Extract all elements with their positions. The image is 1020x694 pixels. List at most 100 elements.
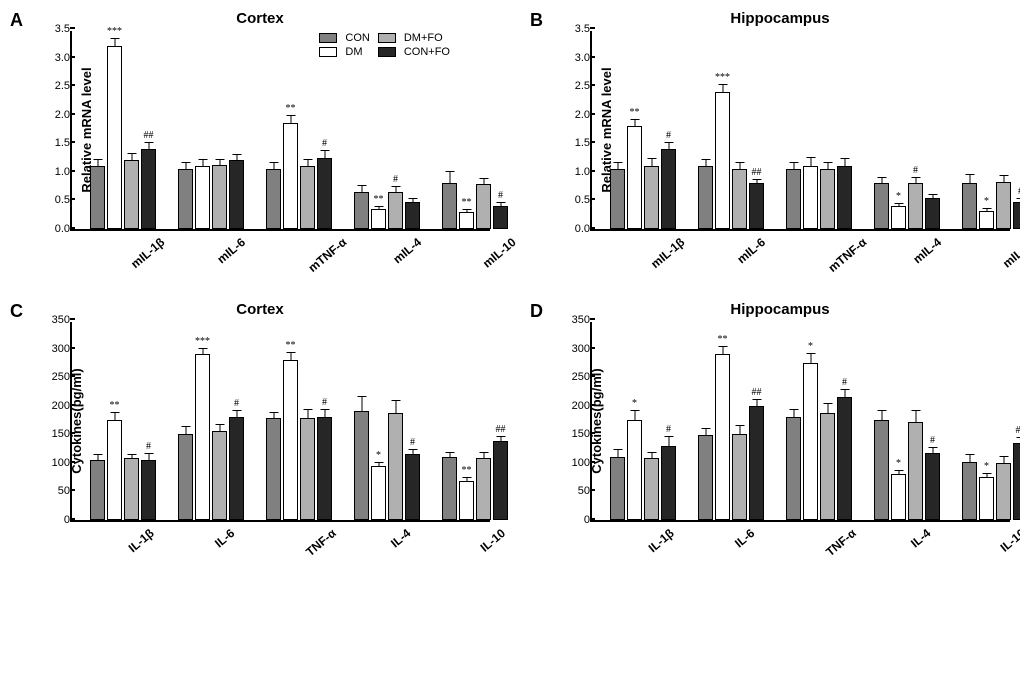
bar-DM-FO [732,169,747,229]
bar-DM [979,211,994,229]
error-cap [965,174,974,175]
bar-DM [371,466,386,520]
error-bar [378,463,379,466]
error-bar [793,163,794,169]
y-tick-label: 1.5 [37,137,70,149]
error-cap [806,157,815,158]
error-cap [286,352,295,353]
y-tick-label: 0.0 [557,223,590,235]
error-cap [735,162,744,163]
bar-CON [354,192,369,229]
bar-DM-FO [908,422,923,520]
x-labels: mIL-1βmIL-6mTNF-αmIL-4mIL-10 [70,231,490,281]
error-cap [391,400,400,401]
significance-marker: ** [374,194,384,205]
error-bar [915,178,916,184]
significance-marker: # [913,165,918,176]
bar-DM [715,354,730,520]
error-cap [877,177,886,178]
bar-DM-FO [388,192,403,229]
error-cap [374,206,383,207]
error-cap [894,470,903,471]
significance-marker: ** [110,400,120,411]
y-tick-label: 3.5 [37,23,70,35]
significance-marker: * [984,461,989,472]
error-cap [718,346,727,347]
error-cap [320,150,329,151]
bar-CON [786,417,801,520]
error-bar [844,159,845,166]
legend-label: CON [345,32,369,44]
x-tick-label: TNF-α [823,526,859,559]
y-tick-label: 2.5 [557,80,590,92]
y-ticks: 0.00.51.01.52.02.53.03.5 [557,31,590,229]
error-bar [898,204,899,206]
error-bar [395,187,396,192]
significance-marker: # [842,377,847,388]
x-tick-label: mIL-1β [128,235,167,271]
bar-DM-FO [476,184,491,229]
error-cap [127,153,136,154]
bar-DM-FO [124,458,139,520]
y-tick-label: 1.0 [37,166,70,178]
chart-title: Hippocampus [550,301,1010,318]
error-bar [185,163,186,169]
error-bar [185,427,186,434]
bar-DM [107,46,122,229]
error-cap [110,38,119,39]
bar-CON-FO [925,198,940,229]
error-cap [144,142,153,143]
error-bar [668,437,669,446]
significance-marker: ** [718,334,728,345]
x-tick-label: mIL-4 [910,235,944,266]
panel-label: A [10,10,23,31]
error-bar [827,163,828,169]
panel-A: ACortexRelative mRNA level0.00.51.01.52.… [10,10,490,281]
chart-area: Relative mRNA level0.00.51.01.52.02.53.0… [590,31,1010,231]
error-cap [408,198,417,199]
bar-DM-FO [388,413,403,520]
error-bar [986,209,987,211]
error-cap [911,177,920,178]
error-cap [391,186,400,187]
error-cap [496,436,505,437]
error-bar [324,151,325,158]
error-bar [114,413,115,420]
error-bar [466,478,467,481]
error-bar [705,160,706,166]
significance-marker: # [322,138,327,149]
error-cap [752,399,761,400]
bar-CON [354,411,369,520]
y-tick-label: 250 [557,371,590,383]
significance-marker: ## [144,130,154,141]
bar-CON-FO [749,406,764,520]
significance-marker: ** [286,340,296,351]
error-bar [810,354,811,363]
bar-DM-FO [908,183,923,229]
bar-DM [803,363,818,520]
y-tick-label: 150 [37,428,70,440]
chart-title: Cortex [30,301,490,318]
error-cap [479,452,488,453]
error-cap [408,449,417,450]
error-bar [412,450,413,455]
error-bar [148,454,149,460]
bar-DM-FO [732,434,747,520]
y-tick-label: 0.0 [37,223,70,235]
bar-CON [90,460,105,520]
error-cap [664,142,673,143]
bar-DM-FO [996,182,1011,229]
error-cap [198,348,207,349]
error-cap [269,162,278,163]
y-tick-label: 3.5 [557,23,590,35]
error-bar [273,413,274,419]
bar-CON-FO [493,206,508,229]
bar-CON-FO [229,160,244,229]
error-bar [1003,176,1004,182]
bar-DM [195,166,210,229]
bar-DM [891,474,906,520]
bar-CON-FO [229,417,244,520]
error-cap [965,454,974,455]
chart-title: Hippocampus [550,10,1010,27]
y-tick-label: 0.5 [557,194,590,206]
